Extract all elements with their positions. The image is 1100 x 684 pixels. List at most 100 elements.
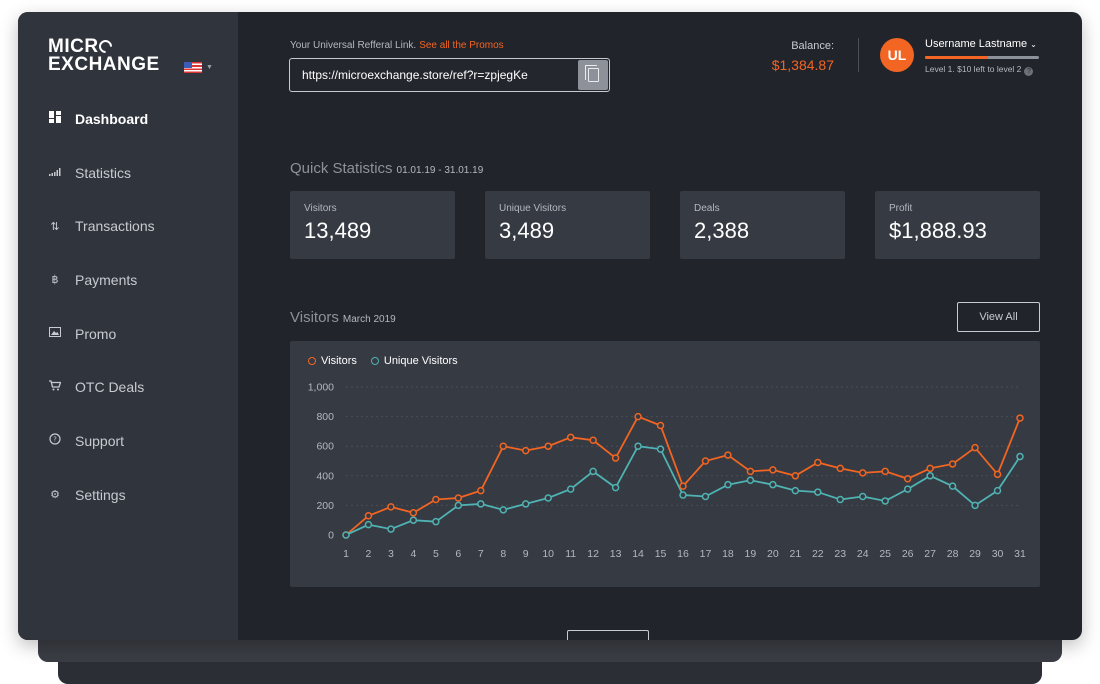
svg-text:?: ? xyxy=(53,436,57,444)
data-point-visitors xyxy=(656,421,665,430)
data-point-unique-visitors xyxy=(971,501,979,510)
legend-item-unique-visitors[interactable]: Unique Visitors xyxy=(370,355,458,367)
balance-label: Balance: xyxy=(791,40,834,52)
data-point-visitors xyxy=(521,446,530,455)
sidebar-nav: Dashboard Statistics ⇅ Transactions ฿ Pa… xyxy=(18,92,238,522)
stat-card-profit: Profit $1,888.93 xyxy=(875,191,1040,259)
sidebar-item-statistics[interactable]: Statistics xyxy=(18,146,238,200)
data-point-unique-visitors xyxy=(769,480,777,489)
x-tick-label: 13 xyxy=(610,548,622,560)
sidebar-item-payments[interactable]: ฿ Payments xyxy=(18,253,238,307)
data-point-visitors xyxy=(971,443,979,452)
x-tick-label: 28 xyxy=(947,548,959,560)
legend-label: Visitors xyxy=(321,355,357,367)
data-point-visitors xyxy=(679,482,687,490)
data-point-unique-visitors xyxy=(521,500,530,508)
series-line-unique-visitors xyxy=(345,445,1021,536)
sidebar-item-promo[interactable]: Promo xyxy=(18,307,238,361)
data-point-visitors xyxy=(589,436,597,445)
partial-button[interactable] xyxy=(567,630,649,640)
stat-value: 13,489 xyxy=(304,218,372,243)
data-point-unique-visitors xyxy=(342,531,350,539)
bitcoin-icon: ฿ xyxy=(51,274,59,287)
sidebar-item-label: Support xyxy=(75,432,125,449)
data-point-visitors xyxy=(499,442,508,450)
level-progress-bar xyxy=(925,56,1039,59)
data-point-unique-visitors xyxy=(1016,452,1024,461)
legend-item-visitors[interactable]: Visitors xyxy=(308,355,357,367)
help-icon[interactable]: ? xyxy=(1024,67,1034,76)
data-point-unique-visitors xyxy=(454,501,463,510)
data-point-unique-visitors xyxy=(589,467,597,476)
data-point-visitors xyxy=(432,495,440,504)
x-tick-label: 14 xyxy=(632,548,644,560)
x-tick-label: 30 xyxy=(992,548,1004,560)
us-flag-icon xyxy=(184,62,202,73)
stat-card-visitors: Visitors 13,489 xyxy=(290,191,455,259)
sidebar-item-settings[interactable]: ⚙ Settings xyxy=(18,468,238,522)
sidebar-item-label: OTC Deals xyxy=(75,379,145,396)
x-tick-label: 20 xyxy=(767,548,779,560)
view-all-button[interactable]: View All xyxy=(957,302,1040,332)
avatar[interactable]: UL xyxy=(880,38,914,72)
legend-label: Unique Visitors xyxy=(383,355,458,367)
y-tick-label: 200 xyxy=(316,500,334,512)
sidebar: MICR EXCHANGE ▼ Dashboard Statistics ⇅ xyxy=(18,12,238,640)
data-point-unique-visitors xyxy=(364,520,373,529)
level-progress-fill xyxy=(925,56,988,59)
data-point-visitors xyxy=(634,412,642,421)
data-point-visitors xyxy=(769,466,777,474)
x-tick-label: 23 xyxy=(834,548,846,560)
x-tick-label: 5 xyxy=(433,548,439,560)
copy-link-button[interactable] xyxy=(578,60,608,90)
sidebar-item-transactions[interactable]: ⇅ Transactions xyxy=(18,199,238,253)
legend-marker-visitors xyxy=(308,357,316,365)
stat-label: Profit xyxy=(889,203,913,214)
sidebar-item-support[interactable]: ? Support xyxy=(18,414,238,468)
sidebar-item-dashboard[interactable]: Dashboard xyxy=(18,92,238,146)
data-point-visitors xyxy=(477,486,485,495)
sidebar-item-label: Settings xyxy=(75,486,126,503)
data-point-unique-visitors xyxy=(544,494,552,502)
stat-label: Unique Visitors xyxy=(499,203,567,214)
main-content: Your Universal Refferal Link. See all the… xyxy=(238,12,1082,640)
x-tick-label: 19 xyxy=(745,548,757,560)
x-tick-label: 8 xyxy=(500,548,506,560)
x-tick-label: 29 xyxy=(969,548,981,560)
stat-card-unique-visitors: Unique Visitors 3,489 xyxy=(485,191,650,259)
data-point-unique-visitors xyxy=(611,483,620,492)
data-point-visitors xyxy=(724,451,732,459)
stat-value: 2,388 xyxy=(694,218,750,243)
y-tick-label: 0 xyxy=(328,530,334,542)
referral-link-box xyxy=(289,58,610,92)
language-selector[interactable]: ▼ xyxy=(184,62,213,73)
x-tick-label: 2 xyxy=(366,548,372,560)
username[interactable]: Username Lastname ⌄ xyxy=(925,38,1037,50)
see-promos-link[interactable]: See all the Promos xyxy=(419,40,504,51)
data-point-unique-visitors xyxy=(858,492,867,501)
data-point-unique-visitors xyxy=(499,506,508,514)
data-point-unique-visitors xyxy=(387,525,395,533)
data-point-visitors xyxy=(858,469,867,477)
data-point-visitors xyxy=(566,433,575,442)
data-point-visitors xyxy=(611,454,620,462)
visitors-subtitle: March 2019 xyxy=(342,314,396,325)
x-tick-label: 4 xyxy=(410,548,416,560)
sidebar-item-otc-deals[interactable]: OTC Deals xyxy=(18,360,238,414)
data-point-visitors xyxy=(993,470,1002,479)
balance-block: Balance: $1,384.87 xyxy=(772,40,834,73)
x-tick-label: 25 xyxy=(879,548,891,560)
data-point-visitors xyxy=(1016,414,1024,422)
data-point-visitors xyxy=(836,464,845,473)
data-point-visitors xyxy=(746,467,755,476)
gear-icon: ⚙ xyxy=(50,489,60,502)
data-point-unique-visitors xyxy=(679,491,687,499)
data-point-unique-visitors xyxy=(566,485,575,493)
y-tick-label: 600 xyxy=(316,441,334,453)
x-tick-label: 12 xyxy=(587,548,599,560)
cart-icon xyxy=(48,380,62,394)
referral-url-input[interactable] xyxy=(290,59,576,91)
bar-chart-icon xyxy=(48,167,62,179)
x-tick-label: 26 xyxy=(902,548,914,560)
